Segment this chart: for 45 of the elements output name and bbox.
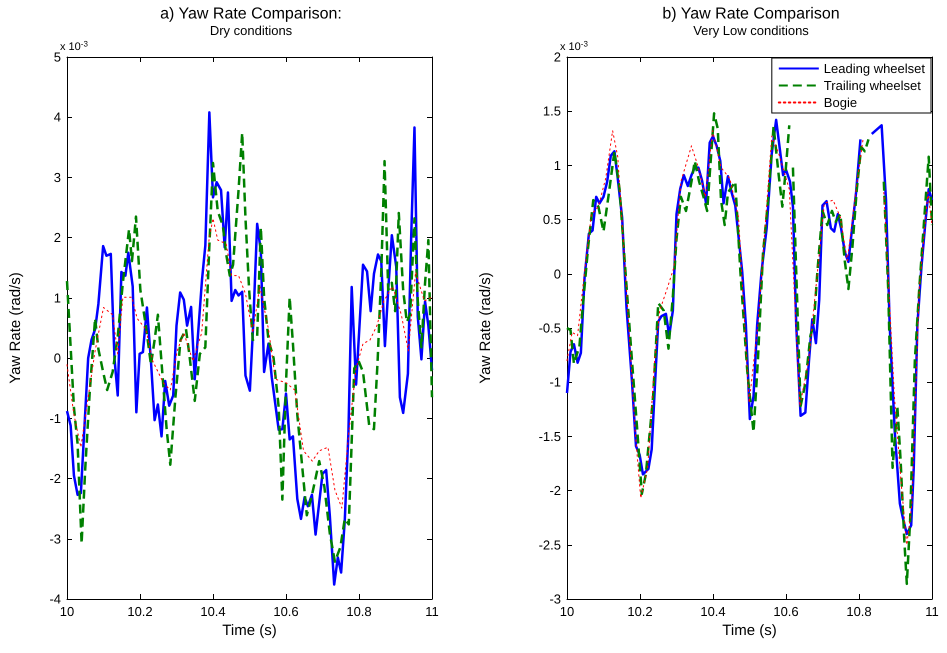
y-axis-title: Yaw Rate (rad/s) <box>7 272 24 384</box>
x-tick-label: 10.4 <box>700 604 726 619</box>
legend-label: Trailing wheelset <box>824 78 922 93</box>
x-tick-label: 10.6 <box>273 604 299 619</box>
y-tick-label: 2 <box>554 50 561 64</box>
line-series <box>66 218 432 509</box>
x-tick-label: 11 <box>425 604 439 619</box>
x-axis-title: Time (s) <box>222 622 277 639</box>
y-tick-label: 1 <box>554 158 561 173</box>
y-tick-label: -0.5 <box>538 320 561 336</box>
x-axis-title: Time (s) <box>722 622 777 639</box>
x-tick-label: 10.4 <box>200 604 226 619</box>
y-tick-label: -1 <box>549 374 561 390</box>
y-axis-title: Yaw Rate (rad/s) <box>477 272 494 384</box>
y-tick-label: 0 <box>54 350 61 366</box>
chart-title: a) Yaw Rate Comparison: <box>160 6 342 22</box>
legend-label: Leading wheelset <box>824 61 926 76</box>
y-tick-label: 0.5 <box>542 212 561 228</box>
x-tick-label: 10 <box>60 604 74 619</box>
chart-subtitle: Dry conditions <box>210 23 293 38</box>
y-tick-label: -3 <box>49 531 61 546</box>
x-tick-label: 10.8 <box>846 604 872 619</box>
chart-title: b) Yaw Rate Comparison <box>662 6 840 22</box>
y-tick-label: -4 <box>49 592 61 606</box>
x-tick-label: 10 <box>560 604 574 619</box>
y-tick-label: 1.5 <box>542 104 561 119</box>
x-tick-label: 10.6 <box>773 604 799 619</box>
x-tick-label: 11 <box>925 604 939 619</box>
y-tick-label: 3 <box>54 170 61 185</box>
legend-label: Bogie <box>824 95 858 110</box>
y-tick-label: -1 <box>49 410 61 426</box>
y-tick-label: 2 <box>54 230 61 246</box>
y-tick-label: -2.5 <box>538 537 561 552</box>
y-tick-label: -1.5 <box>538 428 561 444</box>
y-tick-label: -2 <box>49 471 61 486</box>
chart-subtitle: Very Low conditions <box>693 23 810 38</box>
y-tick-label: 5 <box>54 50 61 64</box>
y-tick-label: -3 <box>549 592 561 606</box>
y-tick-label: 1 <box>54 290 61 306</box>
y-tick-label: -2 <box>549 483 561 498</box>
x-tick-label: 10.2 <box>127 604 153 619</box>
x-tick-label: 10.2 <box>627 604 653 619</box>
x-tick-label: 10.8 <box>346 604 372 619</box>
y-tick-label: 0 <box>554 266 561 282</box>
y-tick-label: 4 <box>54 110 61 125</box>
